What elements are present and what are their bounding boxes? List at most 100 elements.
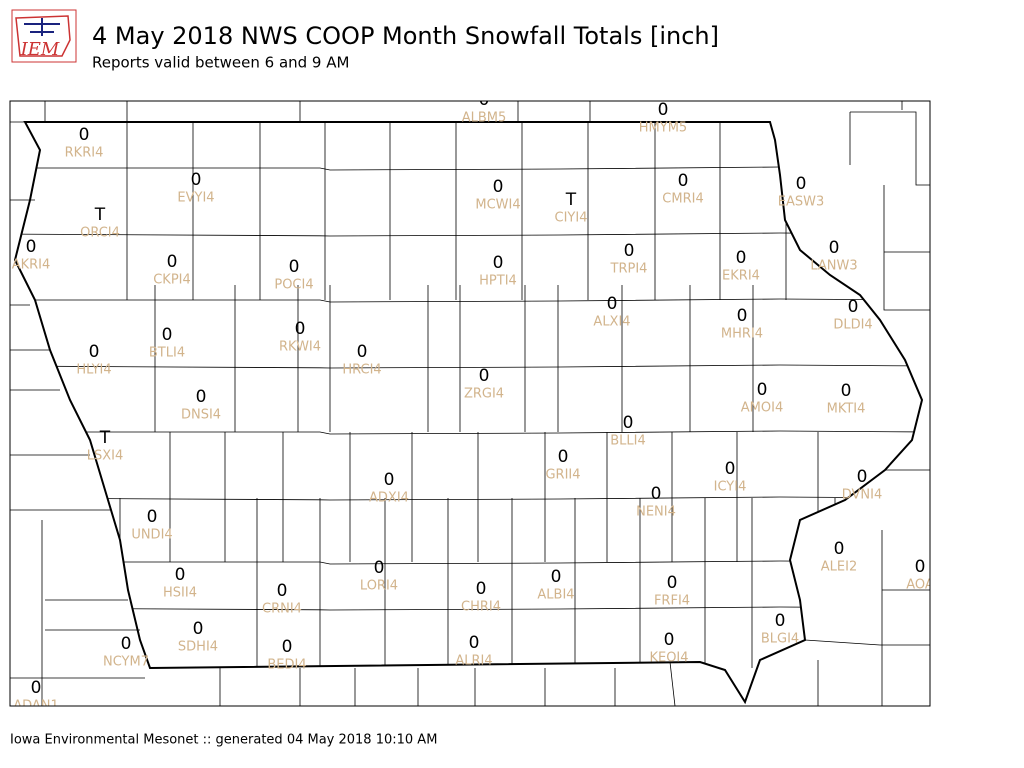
station-value: 0: [191, 170, 202, 190]
station-id: MKTI4: [827, 402, 866, 417]
county-line: [557, 122, 641, 668]
station-value: 0: [624, 241, 635, 261]
logo-text: IEM: [20, 39, 60, 60]
station-id: ADXI4: [369, 491, 409, 506]
station-value: 0: [175, 565, 186, 585]
county-line: [192, 122, 258, 668]
station-id: CIYI4: [555, 211, 588, 226]
station-value: 0: [857, 467, 868, 487]
station-id: RKRI4: [65, 146, 104, 161]
station-value: 0: [89, 342, 100, 362]
station-value: 0: [121, 634, 132, 654]
station-value: 0: [834, 539, 845, 559]
station-id: LSXI4: [87, 449, 124, 464]
station-value: 0: [493, 253, 504, 273]
station-id: BLGI4: [761, 632, 799, 647]
logo-state: [15, 15, 71, 57]
station-id: ZRGI4: [464, 387, 504, 402]
station-value: 0: [829, 238, 840, 258]
station-id: BEDI4: [267, 658, 306, 673]
station-id: RKWI4: [279, 340, 321, 355]
station-value: 0: [479, 90, 490, 110]
county-line: [119, 122, 171, 668]
station-id: DLDI4: [833, 318, 872, 333]
station-value: T: [94, 205, 106, 225]
station-value: 0: [196, 387, 207, 407]
station-id: HRCI4: [342, 363, 381, 378]
station-id: LANW3: [810, 259, 857, 274]
station-id: HPTI4: [479, 274, 517, 289]
station-id: CRNI4: [262, 602, 302, 617]
station-value: 0: [476, 579, 487, 599]
station-value: 0: [757, 380, 768, 400]
map-frame: [9, 100, 931, 707]
county-line: [521, 122, 576, 668]
station-value: 0: [374, 558, 385, 578]
title: 4 May 2018 NWS COOP Month Snowfall Total…: [92, 22, 719, 50]
station-id: ORCI4: [80, 226, 120, 241]
station-id: HSII4: [163, 586, 197, 601]
station-value: 0: [623, 413, 634, 433]
station-value: 0: [915, 557, 926, 577]
station-value: 0: [162, 325, 173, 345]
county-line: [259, 122, 321, 668]
station-value: 0: [295, 319, 306, 339]
station-id: EVYI4: [177, 191, 214, 206]
station-id: AMOI4: [741, 401, 783, 416]
county-line: [324, 122, 386, 668]
station-value: 0: [357, 342, 368, 362]
county-line: [15, 232, 922, 237]
station-value: 0: [658, 100, 669, 120]
station-value: 0: [775, 611, 786, 631]
station-value: 0: [551, 567, 562, 587]
station-value: 0: [493, 177, 504, 197]
station-value: 0: [667, 573, 678, 593]
station-value: T: [565, 190, 577, 210]
neighbor-lines: [10, 101, 930, 706]
station-id: POCI4: [274, 278, 313, 293]
station-value: 0: [479, 366, 490, 386]
station-value: 0: [147, 507, 158, 527]
station-value: 0: [79, 125, 90, 145]
station-id: UNDI4: [131, 528, 172, 543]
county-line: [455, 122, 513, 668]
station-value: 0: [651, 484, 662, 504]
station-id: NENI4: [636, 505, 676, 520]
county-line: [15, 430, 922, 435]
station-value: 0: [26, 237, 37, 257]
station-value: 0: [607, 294, 618, 314]
station-value: 0: [277, 581, 288, 601]
station-id: AOA: [906, 578, 934, 593]
county-line: [621, 122, 706, 668]
